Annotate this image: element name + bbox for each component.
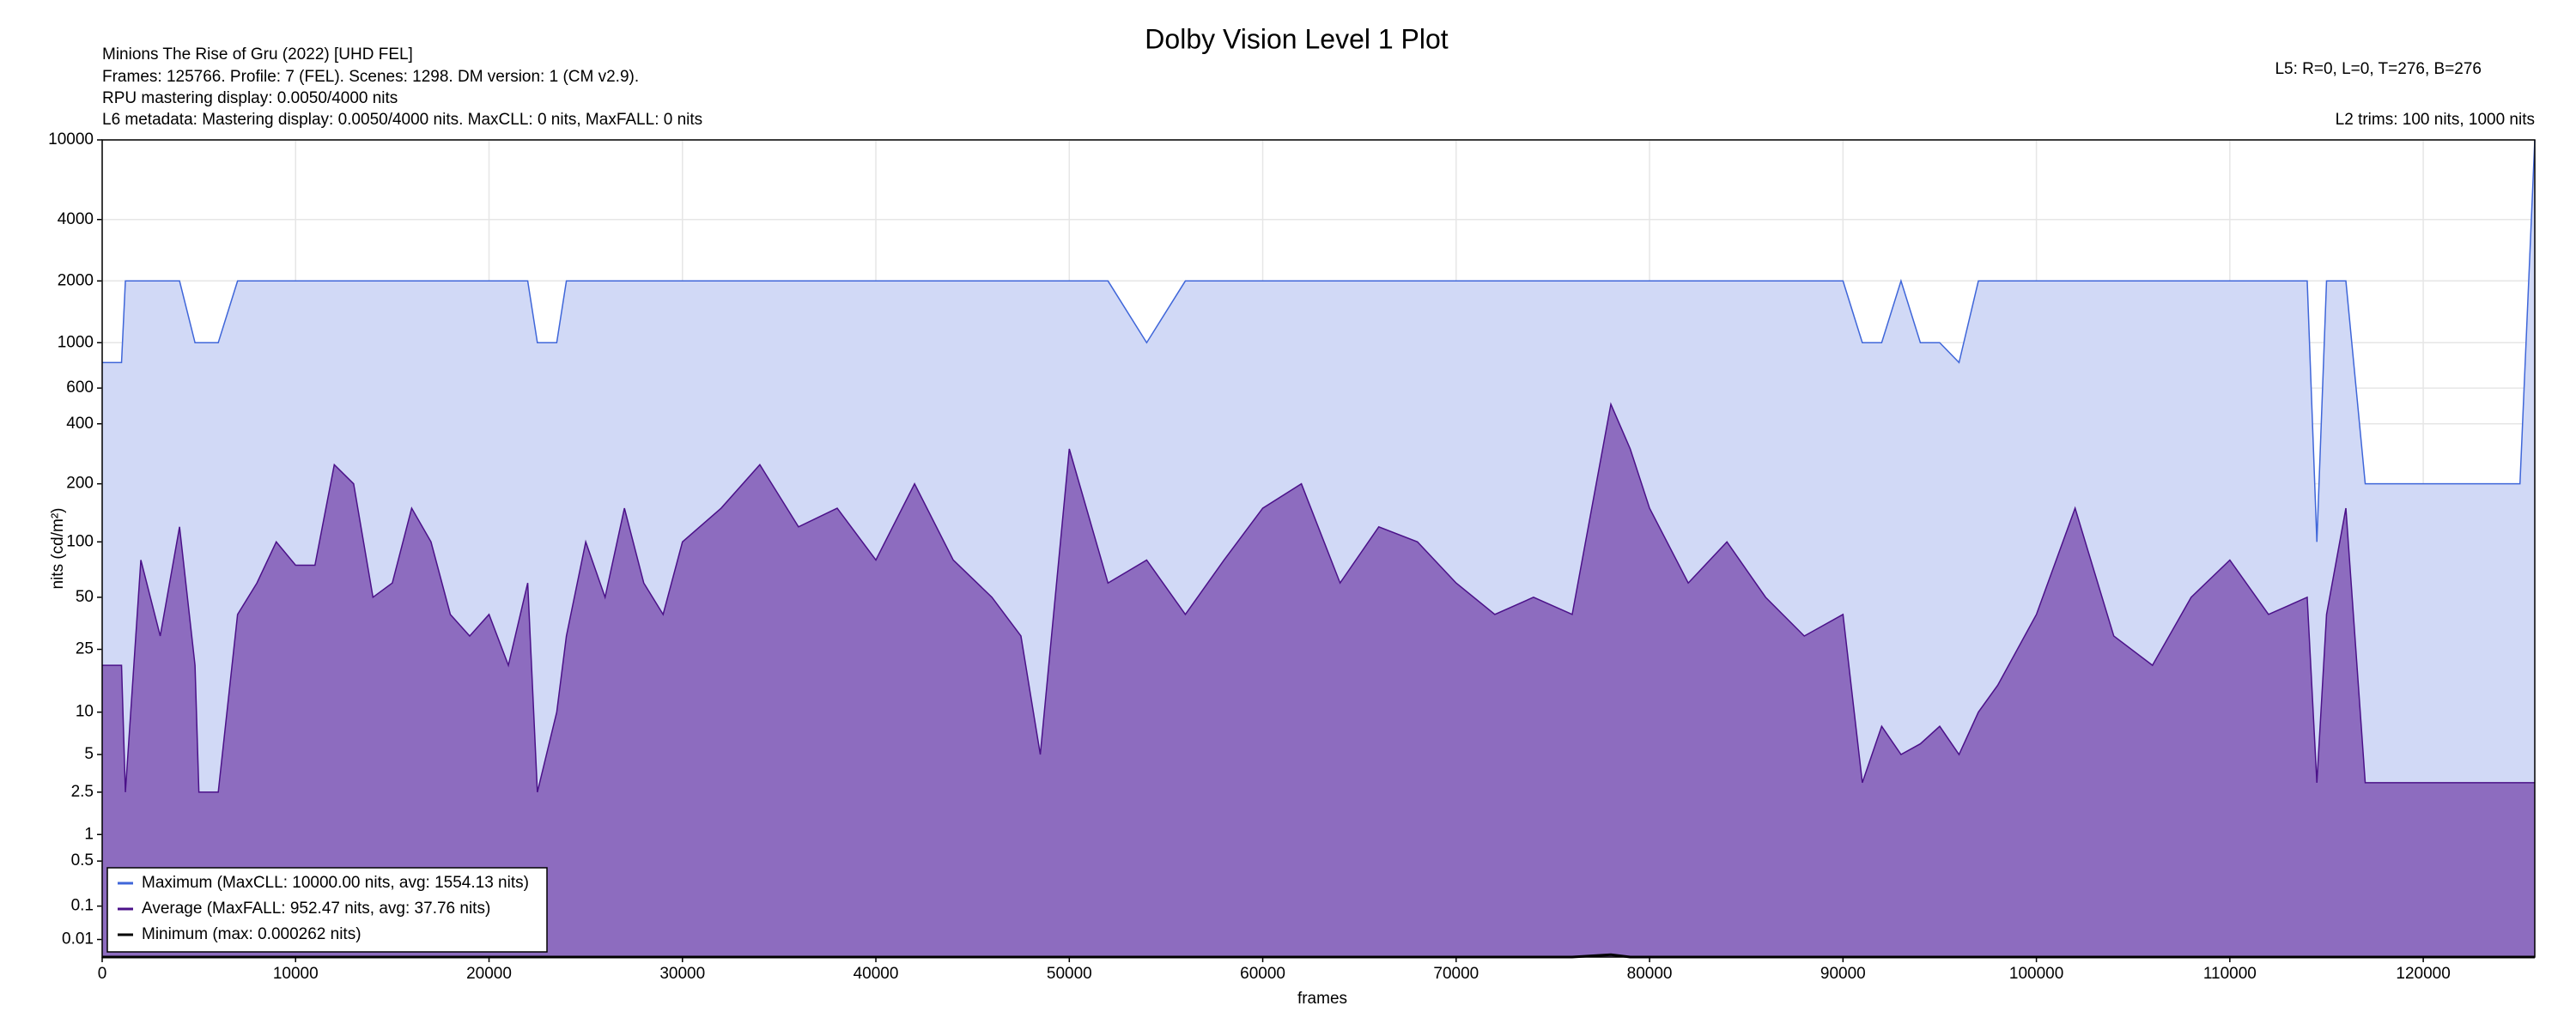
legend-label: Maximum (MaxCLL: 10000.00 nits, avg: 155…	[142, 874, 529, 892]
x-tick-label: 60000	[1240, 965, 1285, 983]
y-tick-label: 2.5	[71, 783, 94, 801]
subtitle: Minions The Rise of Gru (2022) [UHD FEL]	[102, 45, 413, 64]
x-tick-label: 90000	[1820, 965, 1866, 983]
x-tick-label: 0	[98, 965, 107, 983]
y-tick-label: 0.1	[71, 897, 94, 915]
x-tick-label: 20000	[466, 965, 512, 983]
annotation: L5: R=0, L=0, T=276, B=276	[2275, 60, 2482, 78]
x-tick-label: 120000	[2396, 965, 2450, 983]
y-tick-label: 600	[66, 379, 94, 397]
y-tick-label: 200	[66, 475, 94, 493]
y-tick-label: 50	[76, 588, 94, 606]
x-tick-label: 10000	[273, 965, 319, 983]
x-axis-label: frames	[1297, 990, 1347, 1008]
annotation: L2 trims: 100 nits, 1000 nits	[2336, 111, 2535, 129]
x-tick-label: 70000	[1433, 965, 1479, 983]
area	[102, 403, 2535, 957]
legend-label: Minimum (max: 0.000262 nits)	[142, 925, 361, 943]
legend-box	[106, 867, 548, 953]
y-axis-label: nits (cd/m²)	[49, 508, 67, 590]
plot-frame	[101, 139, 2536, 958]
y-tick-label: 0.01	[62, 930, 94, 948]
subtitle: L6 metadata: Mastering display: 0.0050/4…	[102, 111, 702, 129]
y-tick-label: 4000	[58, 210, 94, 228]
subtitle: Frames: 125766. Profile: 7 (FEL). Scenes…	[102, 68, 639, 86]
y-tick-label: 25	[76, 640, 94, 658]
y-tick-label: 0.5	[71, 851, 94, 869]
y-tick-label: 10000	[48, 130, 94, 148]
y-tick-label: 5	[84, 745, 94, 763]
line	[102, 139, 2536, 542]
y-tick-label: 2000	[58, 271, 94, 289]
x-tick-label: 40000	[854, 965, 899, 983]
subtitle: RPU mastering display: 0.0050/4000 nits	[102, 89, 398, 107]
y-tick-label: 400	[66, 415, 94, 433]
legend-label: Average (MaxFALL: 952.47 nits, avg: 37.7…	[142, 900, 490, 918]
y-tick-label: 1	[84, 825, 94, 843]
line	[102, 402, 2535, 793]
x-tick-label: 100000	[2009, 965, 2063, 983]
chart-title: Dolby Vision Level 1 Plot	[1145, 23, 1449, 54]
x-tick-label: 110000	[2203, 965, 2257, 983]
x-tick-label: 30000	[659, 965, 705, 983]
x-tick-label: 50000	[1047, 965, 1092, 983]
x-tick-label: 80000	[1627, 965, 1673, 983]
y-tick-label: 1000	[58, 333, 94, 351]
y-tick-label: 100	[66, 532, 94, 550]
y-tick-label: 10	[76, 703, 94, 721]
